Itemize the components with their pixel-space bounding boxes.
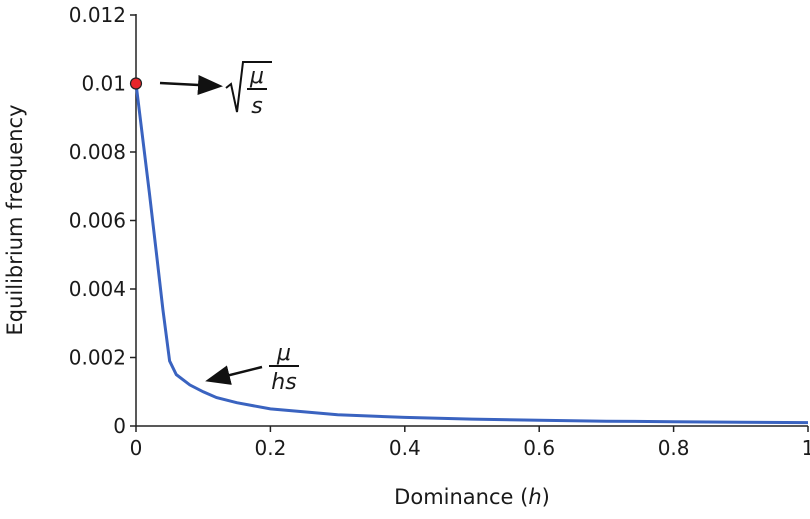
y-tick-label: 0 [113,414,126,438]
annotation-arrow-sqrt [159,74,223,95]
x-axis-label: Dominance (h) [394,485,550,509]
y-tick-label: 0.004 [69,277,126,301]
y-tick-label: 0.006 [69,209,126,233]
annotation-mu-over-hs: μ hs [269,341,299,395]
annotation-denominator: hs [271,370,296,395]
x-tick-label: 0.4 [389,436,421,460]
x-tick-label: 0.6 [523,436,555,460]
highlight-point [129,77,143,90]
y-tick-label: 0.012 [69,3,126,27]
annotation-numerator: μ [276,341,291,366]
x-tick-label: 0 [130,436,143,460]
sqrt-sign [225,61,272,113]
y-tick-label: 0.002 [69,346,126,370]
x-tick-label: 0.2 [254,436,286,460]
annotation-denominator: s [251,94,262,119]
y-tick-label: 0.01 [81,72,126,96]
annotation-numerator: μ [249,64,264,89]
annotation-sqrt-mu-over-s: μ s [225,61,272,119]
series-line [134,83,809,425]
y-axis-label: Equilibrium frequency [3,105,27,336]
x-tick-label: 1 [802,436,810,460]
y-tick-label: 0.008 [69,140,126,164]
x-tick-label: 0.8 [658,436,690,460]
annotation-arrow-hs [205,365,263,385]
